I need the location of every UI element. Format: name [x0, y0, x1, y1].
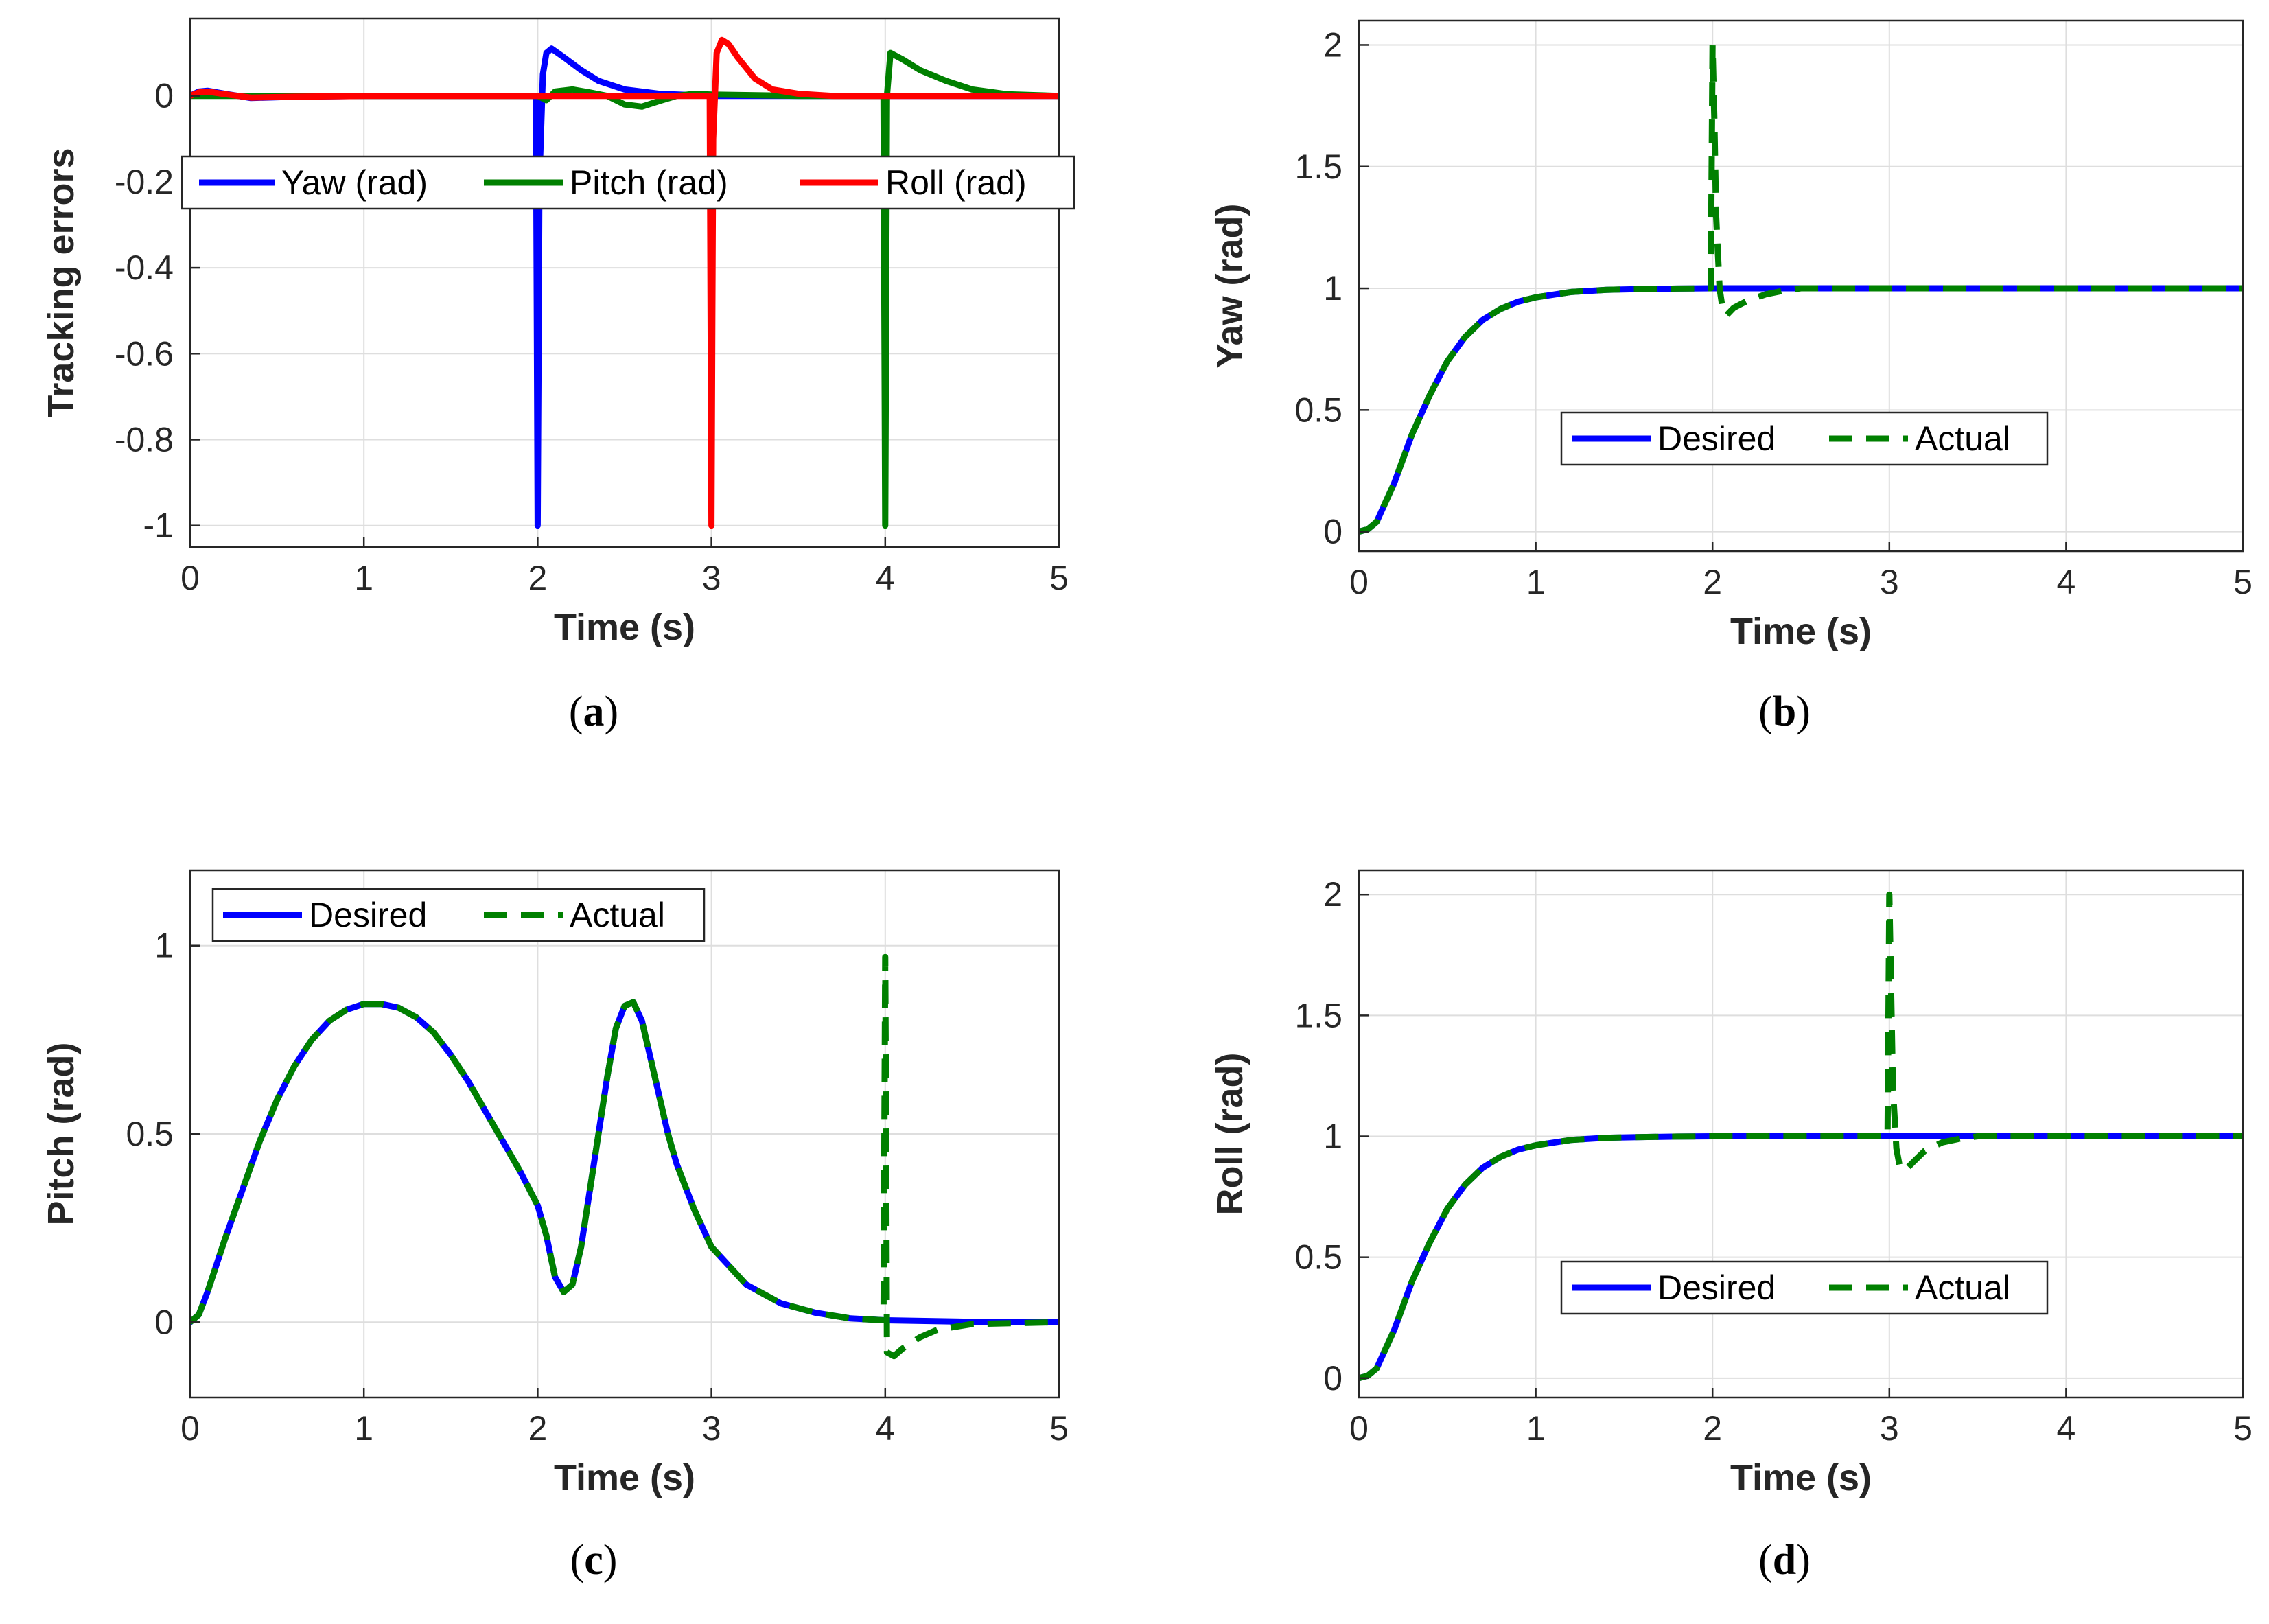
y-tick-label: 0.5 [1294, 391, 1342, 429]
legend-entry-label: Actual [1915, 419, 2010, 458]
y-tick-label: -1 [143, 507, 174, 545]
x-tick-label: 2 [1703, 1409, 1722, 1448]
y-tick-label: 0 [1323, 513, 1342, 551]
panel-caption: (a) [569, 688, 618, 735]
series-line-actual [1359, 42, 2243, 535]
x-tick-label: 5 [2233, 1409, 2253, 1448]
x-tick-label: 2 [528, 1409, 547, 1448]
x-tick-label: 0 [181, 1409, 200, 1448]
x-tick-label: 3 [1880, 1409, 1899, 1448]
legend: Desired Actual [211, 888, 706, 942]
legend-entry-label: Desired [309, 896, 427, 934]
x-tick-label: 3 [702, 1409, 721, 1448]
x-tick-label: 4 [2056, 1409, 2075, 1448]
x-tick-label: 0 [181, 559, 200, 597]
legend-entry-label: Actual [1915, 1268, 2010, 1307]
legend-box [181, 155, 1075, 210]
y-tick-label: -0.2 [115, 163, 174, 201]
x-tick-label: 0 [1349, 1409, 1369, 1448]
y-tick-label: 1 [154, 927, 174, 965]
x-tick-label: 1 [354, 559, 373, 597]
legend-entry-label: Pitch (rad) [570, 163, 728, 202]
x-tick-label: 5 [2233, 563, 2253, 601]
legend-entry-label: Actual [570, 896, 665, 934]
caption-letter: c [584, 1537, 603, 1584]
x-tick-label: 5 [1049, 559, 1069, 597]
y-axis-label: Roll (rad) [1209, 1053, 1250, 1216]
legend: Yaw (rad) Pitch (rad) Roll (rad) [181, 155, 1075, 210]
y-tick-label: -0.8 [115, 420, 174, 459]
chart-panel-c: 0 1 2 3 4 5 0 0.5 1 Time (s) Pitch (rad) Desired Act… [40, 869, 1069, 1584]
x-tick-label: 1 [1526, 563, 1546, 601]
panel-caption: (c) [570, 1537, 618, 1584]
x-tick-label: 4 [876, 1409, 895, 1448]
series-line-desired [190, 999, 1059, 1325]
series-line-actual [190, 953, 1059, 1360]
y-axis-label: Yaw (rad) [1209, 203, 1250, 368]
legend-entry-label: Yaw (rad) [281, 163, 428, 202]
y-tick-label: 0.5 [1294, 1238, 1342, 1277]
y-axis-label: Pitch (rad) [40, 1042, 82, 1225]
y-tick-label: 1.5 [1294, 148, 1342, 186]
y-tick-label: -0.4 [115, 248, 174, 287]
x-tick-label: 3 [702, 559, 721, 597]
series-line-actual [1359, 891, 2243, 1382]
y-tick-label: 1.5 [1294, 996, 1342, 1034]
series-line-yaw-rad [190, 45, 1059, 529]
legend: Desired Actual [1560, 1260, 2049, 1315]
y-axis-label: Tracking errors [40, 148, 82, 417]
x-axis-label: Time (s) [554, 607, 695, 648]
caption-letter: a [583, 688, 605, 735]
y-tick-label: 0 [1323, 1359, 1342, 1397]
series-line-roll-rad [190, 36, 1059, 529]
axes-frame [189, 17, 1060, 548]
x-tick-label: 3 [1880, 563, 1899, 601]
legend: Desired Actual [1560, 411, 2049, 466]
chart-panel-a: 0 1 2 3 4 5 -1 -0.8 -0.6 -0.4 -0.2 0 Time (s) Trackin… [40, 17, 1075, 735]
y-tick-label: -0.6 [115, 334, 174, 373]
legend-entry-label: Desired [1657, 419, 1776, 458]
panel-caption: (b) [1758, 688, 1811, 735]
y-tick-label: 0 [154, 77, 174, 115]
x-tick-label: 1 [1526, 1409, 1546, 1448]
x-tick-label: 5 [1049, 1409, 1069, 1448]
x-tick-label: 1 [354, 1409, 373, 1448]
caption-letter: b [1773, 688, 1796, 735]
y-tick-label: 0.5 [126, 1115, 174, 1153]
y-tick-label: 2 [1323, 25, 1342, 64]
panel-caption: (d) [1758, 1537, 1811, 1584]
axes-frame [1358, 19, 2244, 553]
series-line-pitch-rad [190, 49, 1059, 529]
y-tick-label: 2 [1323, 875, 1342, 914]
x-tick-label: 4 [2056, 563, 2075, 601]
caption-letter: d [1773, 1537, 1796, 1584]
y-tick-label: 1 [1323, 1117, 1342, 1156]
legend-entry-label: Desired [1657, 1268, 1776, 1307]
x-tick-label: 2 [1703, 563, 1722, 601]
y-tick-label: 1 [1323, 269, 1342, 308]
x-axis-label: Time (s) [554, 1457, 695, 1498]
x-tick-label: 4 [876, 559, 895, 597]
x-axis-label: Time (s) [1730, 1457, 1872, 1498]
axes-frame [1358, 869, 2244, 1399]
y-tick-label: 0 [154, 1303, 174, 1341]
x-axis-label: Time (s) [1730, 611, 1872, 652]
legend-entry-label: Roll (rad) [885, 163, 1027, 202]
x-tick-label: 0 [1349, 563, 1369, 601]
x-tick-label: 2 [528, 559, 547, 597]
